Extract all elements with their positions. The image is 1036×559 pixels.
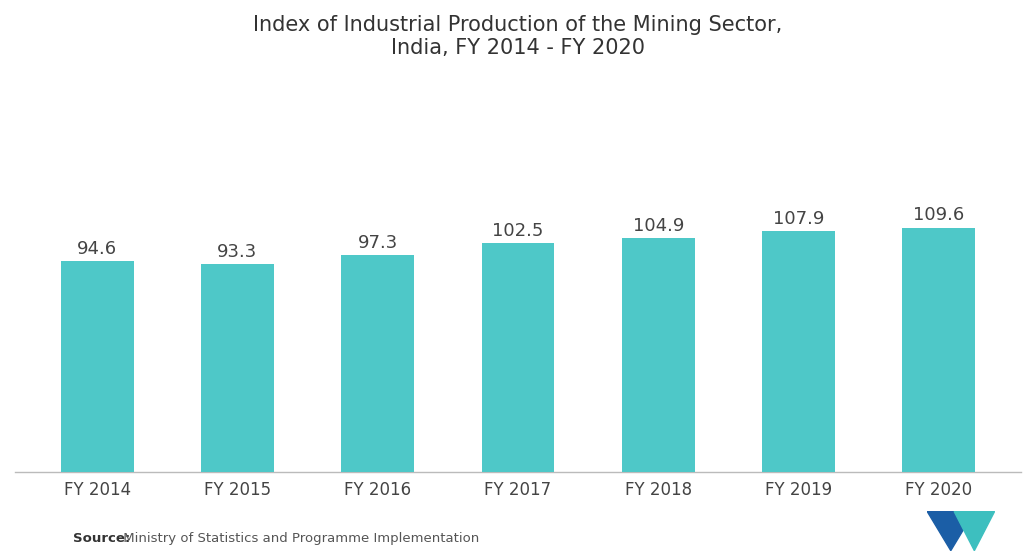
Bar <box>201 264 274 472</box>
Polygon shape <box>927 511 974 551</box>
Text: 93.3: 93.3 <box>218 243 258 260</box>
Text: 94.6: 94.6 <box>77 240 117 258</box>
Text: Source:: Source: <box>73 532 130 545</box>
Bar <box>762 231 835 472</box>
Text: 97.3: 97.3 <box>357 234 398 252</box>
Text: 102.5: 102.5 <box>492 222 544 240</box>
Text: Ministry of Statistics and Programme Implementation: Ministry of Statistics and Programme Imp… <box>119 532 480 545</box>
Text: 107.9: 107.9 <box>773 210 825 228</box>
Title: Index of Industrial Production of the Mining Sector,
India, FY 2014 - FY 2020: Index of Industrial Production of the Mi… <box>254 15 782 58</box>
Text: 104.9: 104.9 <box>633 217 684 235</box>
Bar <box>482 243 554 472</box>
Bar <box>902 228 975 472</box>
Bar <box>61 261 134 472</box>
Text: 109.6: 109.6 <box>913 206 965 224</box>
Polygon shape <box>954 511 995 551</box>
Bar <box>341 255 414 472</box>
Bar <box>622 238 695 472</box>
